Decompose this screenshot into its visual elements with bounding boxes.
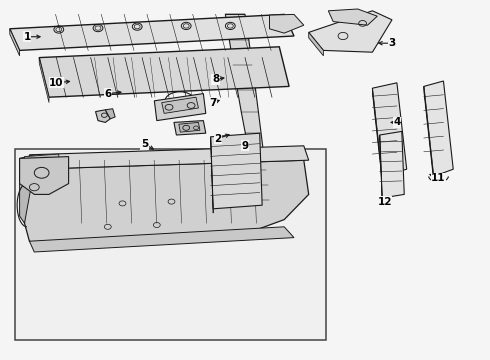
Polygon shape: [162, 97, 198, 113]
Polygon shape: [20, 155, 34, 223]
Polygon shape: [380, 131, 404, 198]
Polygon shape: [24, 160, 309, 248]
Polygon shape: [225, 14, 270, 212]
Text: 5: 5: [141, 139, 148, 149]
FancyBboxPatch shape: [15, 149, 326, 340]
Polygon shape: [328, 9, 377, 25]
Polygon shape: [424, 86, 434, 182]
Polygon shape: [211, 133, 262, 209]
Polygon shape: [174, 121, 206, 135]
Polygon shape: [105, 109, 115, 119]
Polygon shape: [270, 14, 304, 33]
Text: 8: 8: [212, 74, 219, 84]
Text: 2: 2: [215, 134, 221, 144]
Polygon shape: [10, 29, 20, 56]
Polygon shape: [179, 122, 200, 132]
Text: 12: 12: [377, 197, 392, 207]
Polygon shape: [24, 154, 59, 163]
Polygon shape: [211, 137, 213, 213]
Polygon shape: [29, 227, 294, 252]
Polygon shape: [20, 157, 69, 194]
Polygon shape: [29, 146, 309, 169]
Polygon shape: [96, 110, 110, 122]
Polygon shape: [154, 94, 206, 121]
Text: 7: 7: [209, 98, 217, 108]
Polygon shape: [39, 58, 49, 103]
Polygon shape: [309, 11, 392, 52]
Polygon shape: [309, 32, 323, 56]
Polygon shape: [424, 81, 453, 176]
Polygon shape: [10, 14, 294, 50]
Text: 4: 4: [393, 117, 401, 127]
Polygon shape: [39, 47, 289, 97]
Polygon shape: [380, 135, 382, 202]
Text: 6: 6: [104, 89, 111, 99]
Text: 9: 9: [242, 141, 248, 151]
Polygon shape: [372, 88, 382, 182]
Text: 10: 10: [49, 78, 64, 88]
Text: 11: 11: [431, 173, 446, 183]
Text: 1: 1: [24, 32, 30, 42]
Polygon shape: [372, 83, 407, 176]
Text: 3: 3: [389, 38, 395, 48]
